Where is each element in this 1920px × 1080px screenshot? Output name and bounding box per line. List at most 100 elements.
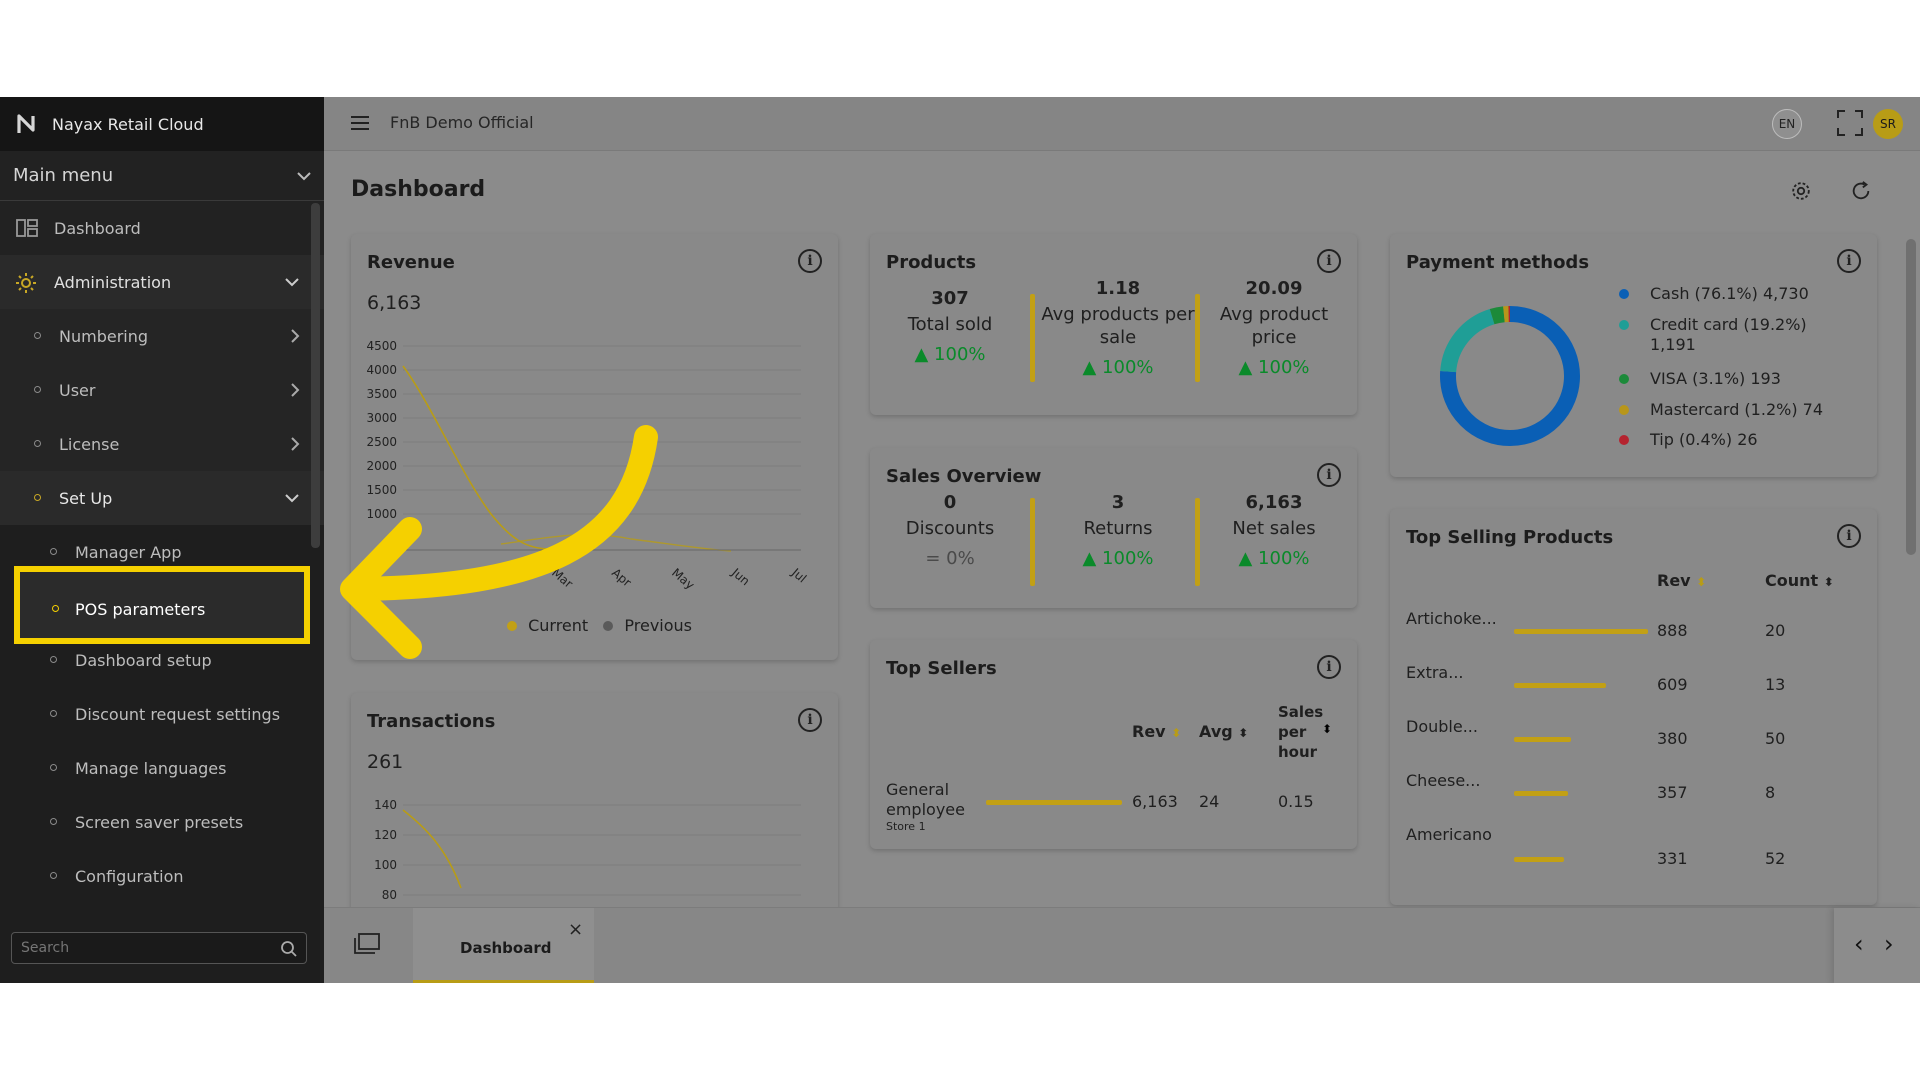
column-header-label: Rev: [1657, 571, 1691, 590]
chevron-right-icon: [291, 383, 300, 397]
payment-donut-chart: [1440, 306, 1580, 446]
table-row[interactable]: Americano 331 52: [1390, 825, 1877, 869]
sidebar-item-label: POS parameters: [75, 600, 206, 619]
sidebar-item-pos-parameters[interactable]: POS parameters: [14, 566, 310, 644]
bullet-icon: [50, 548, 57, 555]
avatar[interactable]: SR: [1873, 109, 1903, 139]
sidebar-item-configuration[interactable]: Configuration: [0, 849, 324, 903]
column-header-rev[interactable]: Rev ⬍: [1132, 722, 1181, 741]
language-selector[interactable]: EN: [1772, 109, 1802, 139]
sidebar-scrollbar[interactable]: [311, 203, 320, 548]
sidebar-item-label: Dashboard: [54, 218, 141, 238]
column-header-rev[interactable]: Rev ⬍: [1657, 571, 1706, 590]
seller-rev-bar: [986, 800, 1122, 805]
top-selling-products-title: Top Selling Products: [1406, 527, 1614, 548]
x-tick-label: Apr: [609, 566, 634, 590]
info-icon[interactable]: i: [1317, 655, 1341, 679]
legend-label: Cash (76.1%) 4,730: [1650, 284, 1809, 303]
sidebar-item-label: Discount request settings: [75, 704, 281, 724]
stat-total-sold: 307 Total sold ▲ 100%: [880, 288, 1020, 365]
windows-icon[interactable]: [354, 933, 380, 955]
info-icon[interactable]: i: [798, 708, 822, 732]
chevron-left-icon[interactable]: ‹: [1854, 930, 1864, 958]
close-icon[interactable]: ×: [568, 919, 584, 940]
fullscreen-icon[interactable]: [1837, 110, 1863, 136]
stat-change: ▲ 100%: [1038, 357, 1198, 378]
main-menu-toggle[interactable]: Main menu: [0, 151, 324, 201]
stat-avg-price: 20.09 Avg product price ▲ 100%: [1204, 278, 1344, 378]
sidebar-item-manager-app[interactable]: Manager App: [0, 525, 324, 579]
stat-change: = 0%: [880, 548, 1020, 569]
table-row[interactable]: Extra... 609 13: [1390, 663, 1877, 707]
sidebar-item-label: Administration: [54, 272, 172, 292]
stat-label: Avg product price: [1219, 304, 1329, 348]
info-icon[interactable]: i: [1317, 249, 1341, 273]
table-row[interactable]: Artichoke... 888 20: [1390, 609, 1877, 653]
stat-value: 3: [1111, 492, 1125, 513]
payment-legend-item[interactable]: Credit card (19.2%) 1,191: [1619, 315, 1830, 355]
divider: [1195, 498, 1200, 586]
sidebar-item-numbering[interactable]: Numbering: [0, 309, 324, 363]
info-icon[interactable]: i: [1837, 249, 1861, 273]
sidebar-item-manage-languages[interactable]: Manage languages: [0, 741, 324, 795]
sidebar-item-license[interactable]: License: [0, 417, 324, 471]
donut-slice[interactable]: [1440, 306, 1580, 446]
search-input[interactable]: [21, 940, 271, 956]
refresh-icon[interactable]: [1850, 180, 1872, 202]
y-tick-label: 140: [374, 798, 397, 812]
column-header-avg[interactable]: Avg ⬍: [1199, 722, 1248, 741]
bullet-icon: [50, 656, 57, 663]
sidebar-item-discount-request-settings[interactable]: Discount request settings: [0, 687, 324, 741]
legend-dot: [1619, 405, 1629, 415]
product-count: 20: [1765, 621, 1786, 640]
stat-net-sales: 6,163 Net sales ▲ 100%: [1204, 492, 1344, 569]
column-header-count[interactable]: Count ⬍: [1765, 571, 1834, 590]
legend-current[interactable]: Current: [528, 616, 589, 635]
sidebar-item-dashboard[interactable]: Dashboard: [0, 201, 324, 255]
legend-previous[interactable]: Previous: [624, 616, 692, 635]
y-tick-label: 1000: [366, 507, 397, 521]
sidebar-item-user[interactable]: User: [0, 363, 324, 417]
column-header-sales-per-hour[interactable]: Sales per hour: [1278, 702, 1323, 762]
legend-label: VISA (3.1%) 193: [1650, 369, 1781, 388]
product-name: Cheese...: [1406, 771, 1481, 790]
table-row[interactable]: Cheese... 357 8: [1390, 771, 1877, 815]
product-rev: 888: [1657, 621, 1688, 640]
app-window: Nayax Retail Cloud Main menu Dashboard A…: [0, 97, 1920, 983]
payment-legend-item[interactable]: VISA (3.1%) 193: [1619, 369, 1870, 389]
payment-legend-item[interactable]: Mastercard (1.2%) 74: [1619, 400, 1870, 420]
info-icon[interactable]: i: [1837, 524, 1861, 548]
hamburger-menu-icon[interactable]: [350, 115, 370, 131]
y-tick-label: 2000: [366, 459, 397, 473]
tab-label: Dashboard: [460, 939, 552, 957]
page-title: Dashboard: [351, 177, 486, 202]
sidebar-item-setup[interactable]: Set Up: [0, 471, 324, 525]
sidebar-item-label: Configuration: [75, 866, 184, 886]
payment-legend-item[interactable]: Tip (0.4%) 26: [1619, 430, 1870, 450]
seller-avg: 24: [1199, 792, 1220, 811]
stat-value: 1.18: [1095, 278, 1141, 299]
arrow-up-icon: ▲: [1238, 548, 1259, 569]
content-scrollbar[interactable]: [1906, 239, 1916, 555]
search-icon[interactable]: [280, 940, 298, 958]
chevron-right-icon[interactable]: ›: [1884, 930, 1894, 958]
info-icon[interactable]: i: [798, 249, 822, 273]
y-tick-label: 4000: [366, 363, 397, 377]
bullet-icon: [52, 605, 59, 612]
top-selling-products-card: Top Selling Products i Rev ⬍ Count ⬍ Art…: [1390, 509, 1877, 905]
sidebar-item-administration[interactable]: Administration: [0, 255, 324, 309]
products-title: Products: [886, 252, 977, 273]
revenue-total: 6,163: [367, 292, 422, 314]
table-row[interactable]: General employee Store 1 6,163 24 0.15: [870, 780, 1357, 833]
top-sellers-card: Top Sellers i Rev ⬍ Avg ⬍ Sales per hour…: [870, 640, 1357, 849]
table-row[interactable]: Double... 380 50: [1390, 717, 1877, 761]
payment-legend-item[interactable]: Cash (76.1%) 4,730: [1619, 284, 1870, 304]
info-icon[interactable]: i: [1317, 463, 1341, 487]
sidebar-item-screen-saver-presets[interactable]: Screen saver presets: [0, 795, 324, 849]
stat-label: Discounts: [905, 518, 995, 539]
settings-gear-icon[interactable]: [1790, 180, 1812, 202]
legend-label: Credit card (19.2%) 1,191: [1650, 315, 1807, 354]
sidebar-item-dashboard-setup[interactable]: Dashboard setup: [0, 633, 324, 687]
legend-dot: [1619, 435, 1629, 445]
tab-dashboard[interactable]: Dashboard ×: [413, 908, 594, 983]
